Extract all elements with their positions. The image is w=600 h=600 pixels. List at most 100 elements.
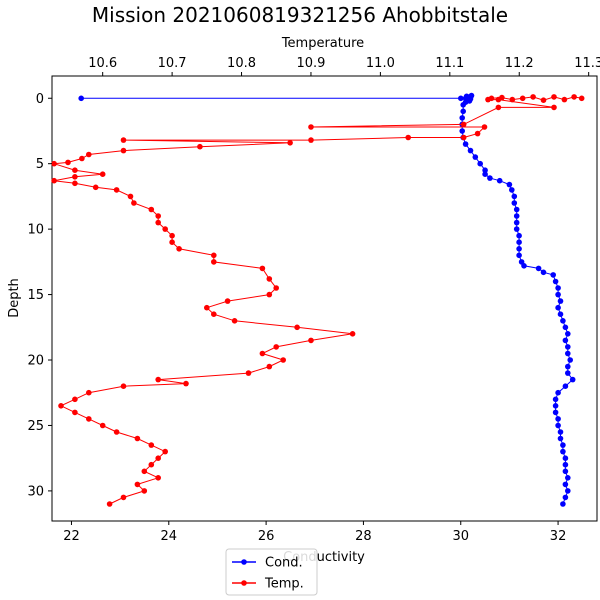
bottom-tick-label: 32 — [550, 529, 567, 544]
data-point-temperature — [551, 94, 557, 100]
data-point-temperature — [141, 488, 148, 494]
data-point-temperature — [148, 206, 155, 213]
data-point-conductivity — [567, 357, 573, 363]
data-point-conductivity — [552, 403, 559, 409]
data-point-temperature — [99, 422, 106, 429]
data-point-conductivity — [565, 331, 571, 337]
data-point-conductivity — [516, 239, 522, 245]
top-tick-label: 11.1 — [435, 56, 464, 71]
data-point-conductivity — [482, 167, 488, 173]
data-point-temperature — [405, 134, 412, 141]
data-point-conductivity — [521, 263, 527, 269]
data-point-temperature — [308, 124, 314, 130]
data-point-temperature — [51, 160, 57, 167]
legend-label-conductivity: Cond. — [265, 556, 303, 571]
data-point-conductivity — [555, 422, 561, 429]
data-point-temperature — [155, 455, 161, 462]
legend-label-temperature: Temp. — [264, 577, 304, 592]
data-point-temperature — [460, 121, 467, 128]
data-point-temperature — [485, 96, 491, 103]
data-point-temperature — [86, 416, 92, 422]
data-point-conductivity — [540, 269, 547, 276]
data-point-conductivity — [562, 494, 569, 501]
data-point-conductivity — [513, 219, 520, 226]
data-point-temperature — [72, 409, 78, 416]
top-tick-label: 11.0 — [366, 56, 395, 71]
data-point-conductivity — [477, 160, 484, 167]
data-point-conductivity — [557, 311, 564, 318]
data-point-conductivity — [565, 363, 571, 370]
data-point-conductivity — [560, 318, 566, 324]
y-tick-label: 20 — [27, 354, 44, 369]
data-point-temperature — [99, 171, 106, 177]
data-point-conductivity — [460, 108, 467, 115]
data-point-conductivity — [513, 206, 520, 213]
data-point-conductivity — [509, 187, 515, 193]
data-point-temperature — [120, 383, 127, 390]
data-point-conductivity — [511, 193, 518, 200]
data-point-conductivity — [462, 141, 469, 147]
data-point-temperature — [120, 137, 127, 143]
data-point-temperature — [495, 104, 502, 111]
chart-title: Mission 2021060819321256 Ahobbitstale — [92, 3, 508, 27]
data-point-temperature — [148, 461, 155, 468]
data-point-temperature — [287, 140, 293, 146]
data-point-conductivity — [560, 442, 566, 448]
bottom-tick-label: 28 — [355, 529, 372, 544]
data-point-conductivity — [550, 272, 556, 278]
top-tick-label: 10.8 — [227, 56, 256, 71]
data-point-conductivity — [467, 147, 474, 154]
plot-area — [51, 75, 598, 522]
data-point-conductivity — [552, 409, 559, 416]
data-point-temperature — [519, 95, 526, 102]
data-point-temperature — [294, 324, 300, 331]
data-point-conductivity — [555, 285, 561, 291]
data-point-conductivity — [569, 376, 576, 383]
series-line-conductivity — [81, 95, 574, 505]
data-point-temperature — [155, 376, 161, 383]
data-point-temperature — [72, 174, 78, 180]
data-point-conductivity — [557, 435, 564, 442]
data-point-conductivity — [565, 350, 571, 357]
series-line-temperature — [53, 96, 582, 505]
data-point-temperature — [148, 442, 155, 448]
data-point-conductivity — [78, 95, 84, 102]
data-point-conductivity — [565, 344, 571, 350]
data-point-temperature — [211, 252, 217, 259]
y-tick-label: 5 — [36, 157, 44, 172]
data-point-temperature — [155, 213, 161, 219]
data-point-conductivity — [562, 461, 569, 468]
data-point-conductivity — [482, 171, 488, 177]
data-point-temperature — [155, 475, 161, 481]
data-point-temperature — [561, 96, 568, 103]
data-point-conductivity — [557, 429, 564, 435]
data-point-temperature — [134, 481, 141, 488]
data-point-conductivity — [555, 291, 561, 298]
x-axis-temperature: 10.6 10.7 10.8 10.9 11.0 11.1 11.2 11.3 — [88, 56, 600, 76]
data-point-temperature — [134, 435, 141, 442]
x-axis-label-temperature: Temperature — [281, 36, 364, 51]
data-point-temperature — [131, 200, 137, 206]
data-point-temperature — [155, 219, 161, 226]
data-point-conductivity — [562, 468, 569, 475]
data-point-temperature — [540, 97, 547, 103]
data-point-temperature — [51, 177, 57, 184]
top-tick-label: 10.6 — [88, 56, 117, 71]
data-point-conductivity — [560, 501, 566, 507]
bottom-tick-label: 24 — [161, 529, 178, 544]
top-tick-label: 11.2 — [505, 56, 534, 71]
data-point-temperature — [231, 318, 238, 324]
data-point-temperature — [245, 370, 252, 376]
data-point-temperature — [224, 298, 231, 304]
data-point-temperature — [349, 331, 356, 337]
data-point-temperature — [308, 337, 314, 344]
data-point-conductivity — [565, 488, 571, 494]
data-point-temperature — [72, 180, 78, 187]
data-point-temperature — [106, 501, 113, 507]
top-tick-label: 10.7 — [158, 56, 187, 71]
data-point-conductivity — [555, 416, 561, 422]
data-point-conductivity — [555, 304, 561, 311]
data-point-temperature — [92, 184, 99, 191]
series-temperature — [51, 94, 585, 507]
